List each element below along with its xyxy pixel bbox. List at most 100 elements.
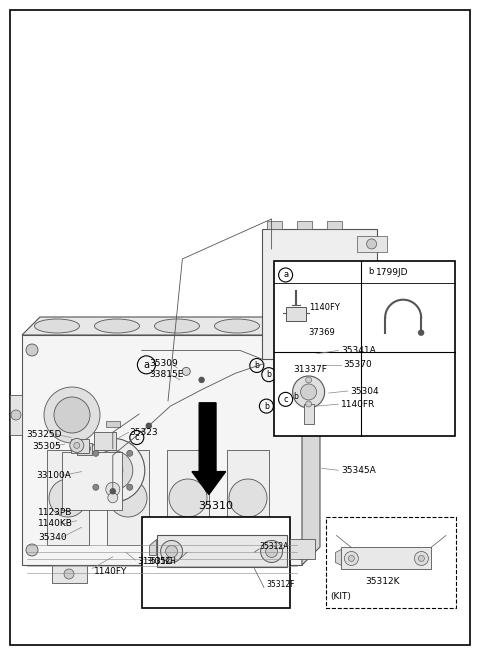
Text: a: a <box>283 271 288 280</box>
Text: 35341A: 35341A <box>341 346 375 355</box>
Bar <box>326 221 342 229</box>
Circle shape <box>64 569 74 579</box>
Circle shape <box>345 552 359 565</box>
Circle shape <box>244 569 254 579</box>
Text: a: a <box>144 360 149 370</box>
Bar <box>276 339 288 399</box>
Text: 37369: 37369 <box>309 328 336 337</box>
Circle shape <box>318 349 327 359</box>
Circle shape <box>127 451 133 457</box>
Text: 35325D: 35325D <box>26 430 62 439</box>
Circle shape <box>81 443 90 454</box>
Circle shape <box>103 460 123 480</box>
Circle shape <box>337 379 348 389</box>
Text: 1799JD: 1799JD <box>376 268 408 277</box>
Bar <box>266 221 282 229</box>
Circle shape <box>286 544 298 556</box>
Circle shape <box>49 479 87 517</box>
Text: 35312H: 35312H <box>146 557 176 567</box>
Circle shape <box>261 540 283 563</box>
Text: 33815E: 33815E <box>149 370 183 379</box>
Text: 35312A: 35312A <box>259 542 288 552</box>
Circle shape <box>93 484 99 490</box>
Circle shape <box>108 493 118 503</box>
Circle shape <box>182 367 190 375</box>
Text: 1140FY: 1140FY <box>94 567 127 576</box>
Circle shape <box>419 555 424 561</box>
Circle shape <box>199 377 204 383</box>
Circle shape <box>109 479 147 517</box>
Text: 31337F: 31337F <box>294 365 327 375</box>
Circle shape <box>146 423 151 428</box>
Bar <box>341 548 432 569</box>
Circle shape <box>277 349 288 359</box>
Text: 1140KB: 1140KB <box>38 519 73 529</box>
Circle shape <box>93 450 133 491</box>
Text: c: c <box>283 395 288 404</box>
Bar <box>357 336 386 352</box>
Circle shape <box>318 379 327 389</box>
Text: 35312K: 35312K <box>365 577 399 586</box>
Circle shape <box>26 344 38 356</box>
Circle shape <box>293 376 324 408</box>
Bar <box>52 565 87 583</box>
Bar <box>274 261 455 436</box>
Text: 1123PB: 1123PB <box>38 508 73 517</box>
Bar <box>336 339 348 399</box>
Circle shape <box>93 451 99 457</box>
Circle shape <box>300 384 317 400</box>
Circle shape <box>74 442 80 449</box>
Text: 31305C: 31305C <box>137 557 172 567</box>
Circle shape <box>166 546 178 557</box>
Text: 35310: 35310 <box>199 501 233 512</box>
Circle shape <box>81 438 145 502</box>
Polygon shape <box>10 395 22 435</box>
Circle shape <box>154 569 164 579</box>
Polygon shape <box>150 540 156 555</box>
Bar <box>357 236 386 252</box>
Text: b: b <box>266 370 271 379</box>
Ellipse shape <box>35 319 80 333</box>
Text: b: b <box>294 392 299 401</box>
Bar <box>71 439 89 453</box>
Text: 35323: 35323 <box>130 428 158 437</box>
Polygon shape <box>22 317 320 335</box>
Text: 35309: 35309 <box>149 359 178 368</box>
Circle shape <box>306 401 312 407</box>
Text: c: c <box>134 433 139 442</box>
Circle shape <box>169 479 207 517</box>
Ellipse shape <box>155 319 200 333</box>
Bar <box>77 443 92 455</box>
Text: 33100A: 33100A <box>36 471 71 480</box>
Text: 35312F: 35312F <box>266 580 295 590</box>
Bar <box>297 339 309 399</box>
Circle shape <box>348 555 354 561</box>
Polygon shape <box>336 550 341 565</box>
Text: 35304: 35304 <box>350 386 379 396</box>
Text: b: b <box>369 267 374 276</box>
Polygon shape <box>262 229 377 359</box>
Text: 1140FR: 1140FR <box>341 400 375 409</box>
Circle shape <box>286 344 298 356</box>
Circle shape <box>26 544 38 556</box>
Circle shape <box>277 379 288 389</box>
Polygon shape <box>106 421 120 427</box>
Circle shape <box>106 482 120 496</box>
Circle shape <box>419 330 424 335</box>
Circle shape <box>70 438 84 453</box>
Text: 35345A: 35345A <box>341 466 375 475</box>
Bar <box>62 452 122 510</box>
Polygon shape <box>302 317 320 565</box>
Bar <box>303 404 313 424</box>
Bar <box>317 339 329 399</box>
Text: (KIT): (KIT) <box>330 591 351 601</box>
Circle shape <box>265 546 277 557</box>
Circle shape <box>54 397 90 433</box>
Bar <box>94 432 116 450</box>
Bar <box>227 450 269 545</box>
Circle shape <box>337 349 348 359</box>
Bar <box>47 450 89 545</box>
Text: 35305: 35305 <box>33 441 61 451</box>
Circle shape <box>367 239 377 249</box>
Bar <box>167 450 209 545</box>
